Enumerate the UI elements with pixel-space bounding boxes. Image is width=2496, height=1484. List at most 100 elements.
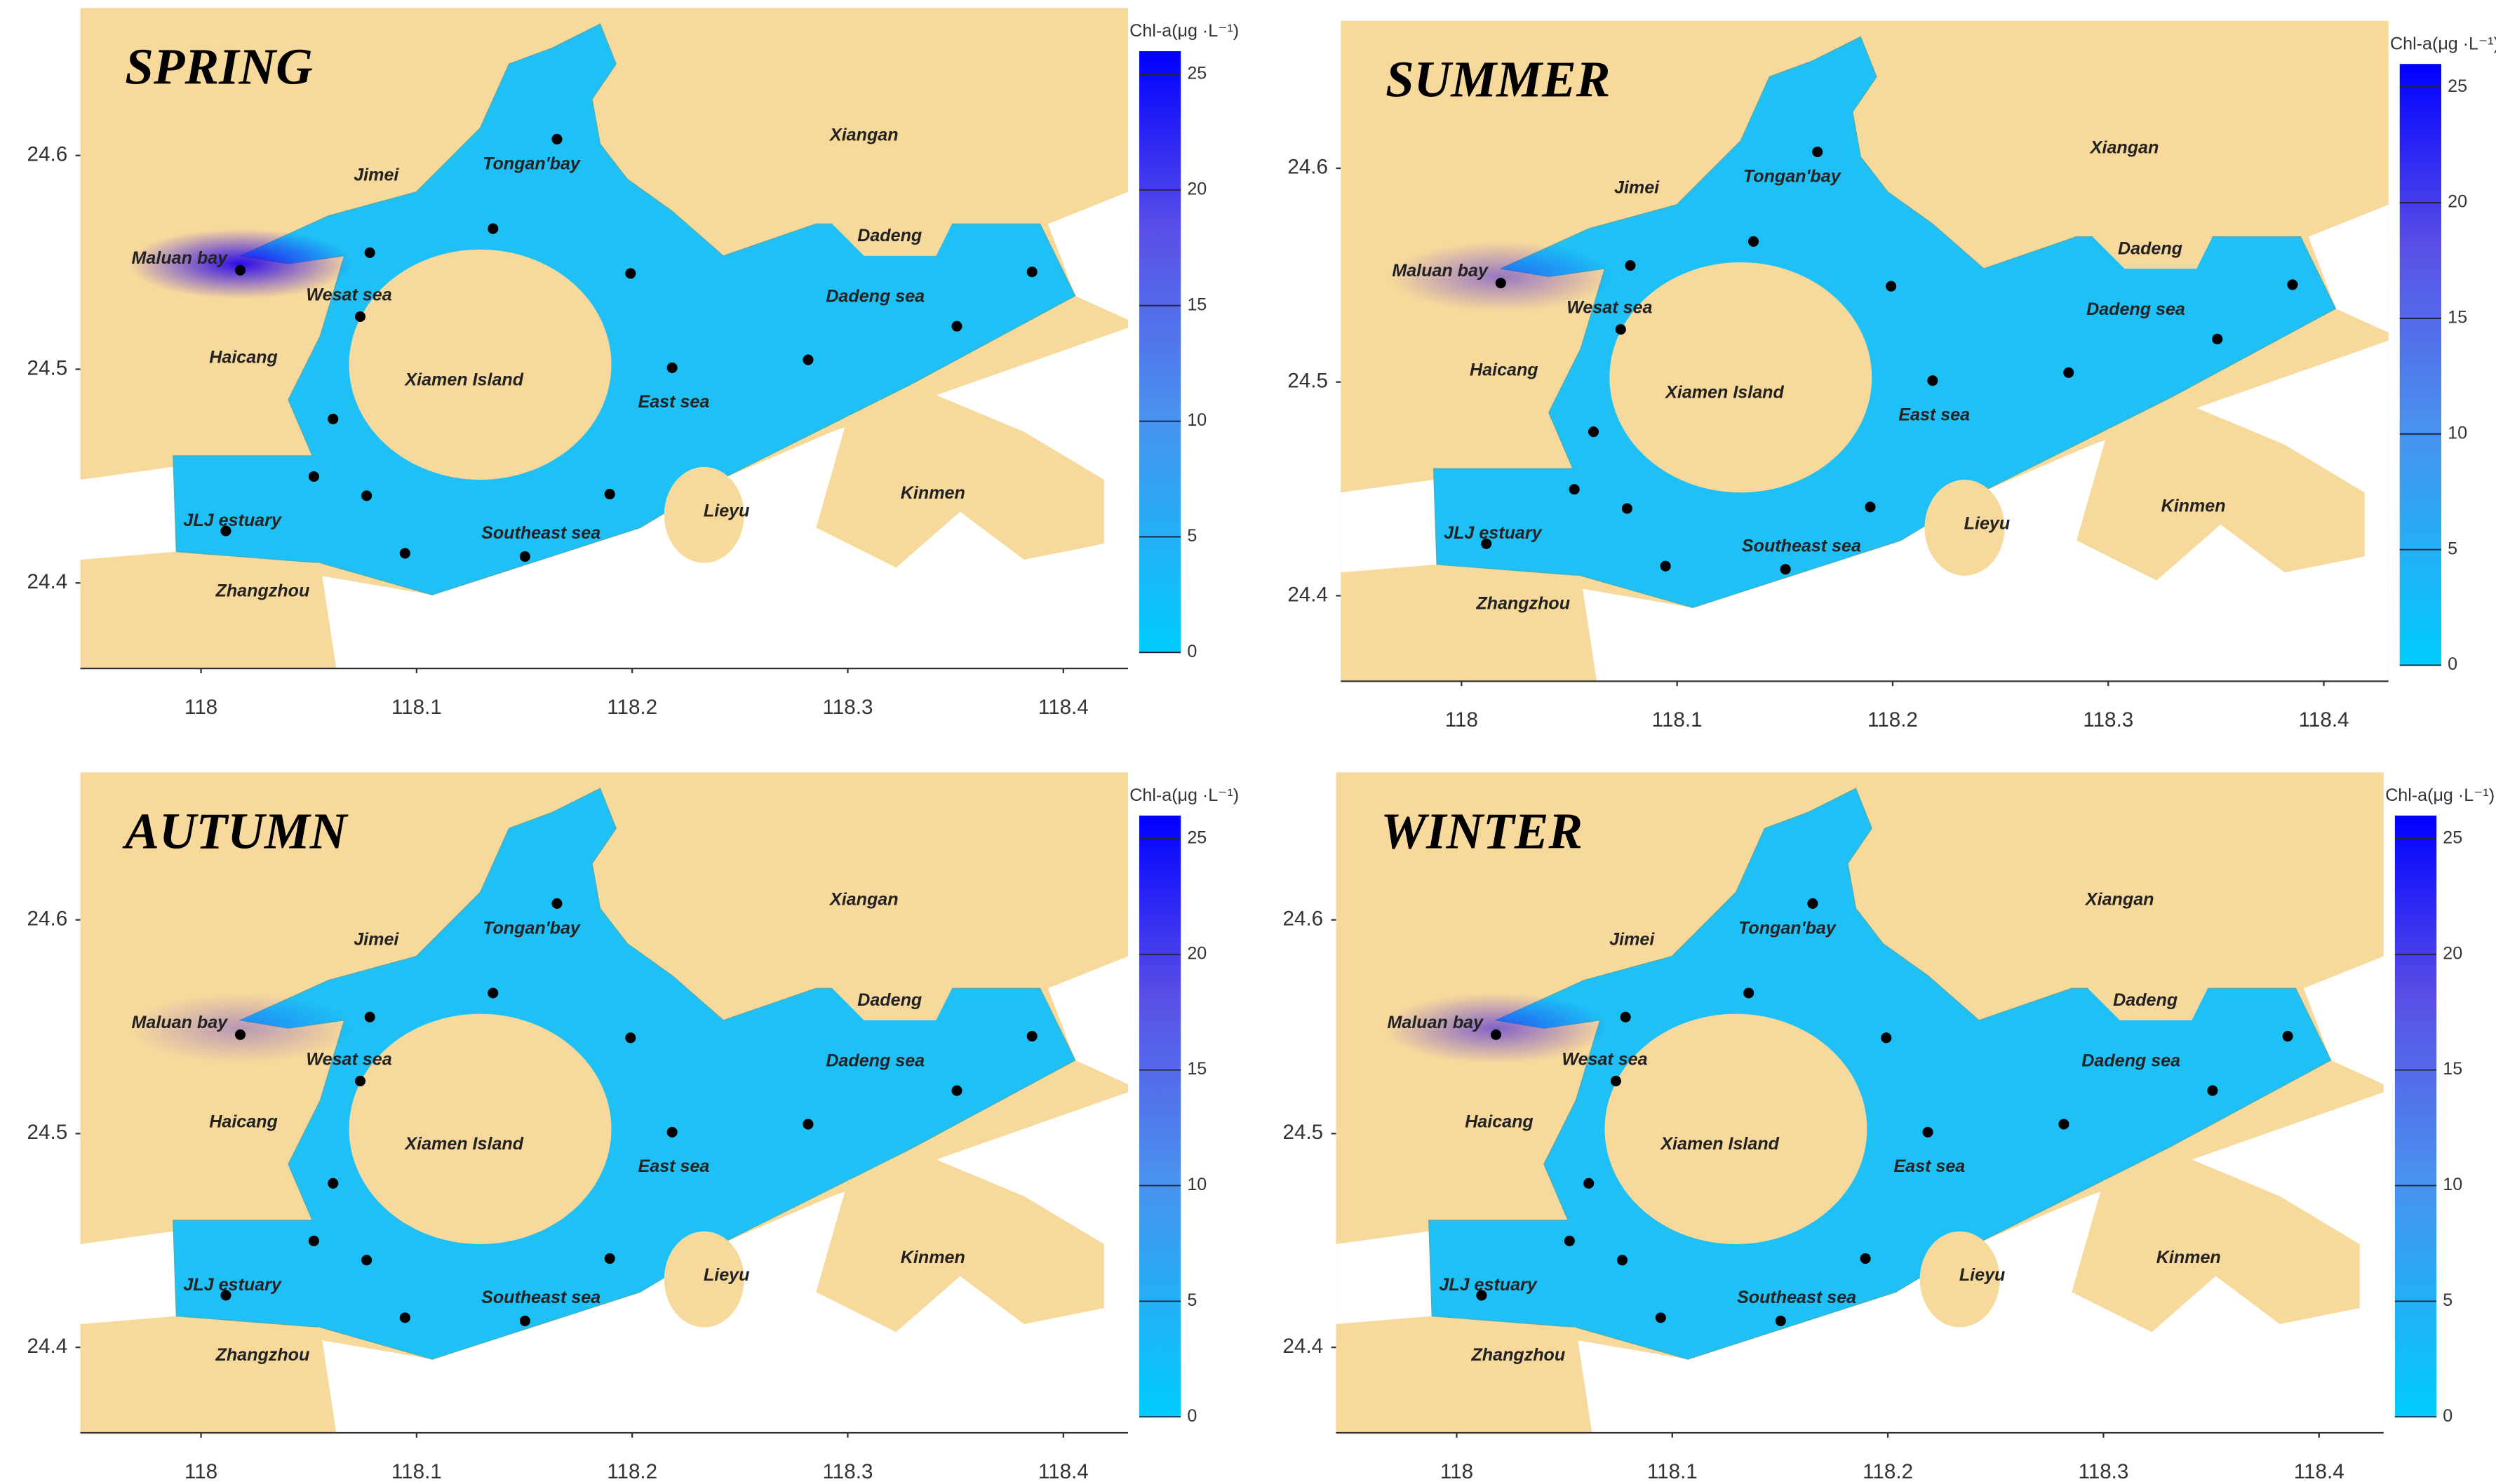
station: [1775, 1315, 1786, 1326]
place-label: Lieyu: [704, 1265, 750, 1285]
station: [1812, 147, 1823, 158]
x-tick-label: 118.3: [2078, 1460, 2128, 1483]
station: [399, 1312, 410, 1323]
station: [234, 264, 246, 276]
map-panel: Jimei Tongan'bay Xiangan Maluan bay Dadeng We…: [1282, 772, 2495, 1483]
station: [364, 1011, 375, 1023]
x-tick-label: 118.1: [1647, 1460, 1698, 1483]
x-tick-label: 118.1: [1652, 708, 1703, 731]
y-tick-label: 24.5: [1282, 1121, 1323, 1144]
y-tick-label: 24.6: [27, 907, 68, 930]
x-tick-label: 118: [184, 1460, 217, 1483]
place-label: JLJ estuary: [1444, 523, 1542, 543]
panel-title: AUTUMN: [122, 802, 348, 859]
place-label: East sea: [1893, 1156, 1965, 1176]
colorbar-tick-label: 0: [1187, 642, 1197, 661]
place-label: Southeast sea: [481, 1288, 600, 1307]
place-label: Zhangzhou: [1470, 1345, 1565, 1365]
colorbar-tick-label: 0: [2448, 654, 2457, 674]
station: [951, 1085, 962, 1096]
place-label: Xiangan: [2089, 138, 2159, 158]
station: [1620, 1011, 1631, 1023]
colorbar-tick-label: 20: [2443, 943, 2462, 963]
place-label: Maluan bay: [132, 1013, 229, 1032]
station: [1743, 987, 1754, 999]
station: [361, 1255, 373, 1266]
y-tick-label: 24.6: [27, 143, 68, 166]
station: [1660, 560, 1671, 572]
station: [519, 551, 530, 562]
place-label: Dadeng: [2118, 238, 2182, 258]
y-tick-label: 24.6: [1282, 907, 1323, 930]
station: [2287, 279, 2298, 290]
hotspot: [128, 229, 353, 299]
station: [1490, 1029, 1501, 1040]
station: [1625, 259, 1636, 271]
station: [1922, 1126, 1933, 1138]
place-label: Lieyu: [704, 501, 750, 520]
place-label: Maluan bay: [132, 248, 229, 268]
dadeng: [2092, 213, 2213, 269]
kinmen: [816, 1156, 1104, 1333]
station: [2063, 367, 2074, 378]
colorbar-tick-label: 25: [1187, 64, 1207, 83]
zhangzhou: [80, 1323, 337, 1434]
x-tick-label: 118.2: [1867, 708, 1918, 731]
xiamen-island: [349, 1013, 612, 1244]
colorbar-tick-label: 10: [1187, 1175, 1207, 1194]
place-label: Maluan bay: [1392, 261, 1489, 281]
place-label: Wesat sea: [1562, 1049, 1647, 1069]
station: [1610, 1075, 1621, 1086]
colorbar: [1139, 50, 1181, 653]
x-tick-label: 118.2: [1863, 1460, 1913, 1483]
place-label: Wesat sea: [306, 1049, 391, 1069]
x-tick-label: 118.3: [823, 1460, 873, 1483]
station: [328, 1178, 339, 1189]
colorbar-tick-label: 5: [2443, 1290, 2453, 1310]
y-tick-label: 24.4: [1287, 583, 1328, 606]
place-label: Tongan'bay: [483, 918, 581, 938]
kinmen: [2072, 1156, 2360, 1333]
place-label: Kinmen: [901, 1248, 965, 1267]
place-label: Xiangan: [2084, 889, 2154, 909]
zhangzhou: [1341, 572, 1597, 682]
colorbar-label: Chl-a(μg ·L⁻¹): [1129, 21, 1239, 41]
colorbar-tick-label: 5: [1187, 1290, 1197, 1310]
station: [2058, 1119, 2069, 1130]
station: [625, 268, 636, 279]
place-label: Tongan'bay: [483, 154, 581, 173]
place-label: Lieyu: [1964, 514, 2011, 534]
place-label: Dadeng: [2113, 990, 2178, 1010]
map-panel: Jimei Tongan'bay Xiangan Maluan bay Dadeng We…: [1287, 20, 2496, 731]
zhangzhou: [1336, 1323, 1592, 1434]
y-tick-label: 24.4: [27, 570, 68, 593]
station: [1780, 564, 1791, 575]
y-tick-label: 24.5: [27, 1121, 68, 1144]
station: [604, 489, 615, 500]
place-label: Kinmen: [901, 483, 965, 503]
colorbar-tick-label: 15: [2448, 308, 2467, 328]
x-tick-label: 118.2: [607, 1460, 657, 1483]
panel-title: SUMMER: [1385, 51, 1610, 108]
station: [364, 247, 375, 258]
place-label: Dadeng sea: [826, 287, 925, 306]
station: [1564, 1235, 1575, 1246]
station: [308, 471, 319, 483]
place-label: Haicang: [209, 347, 278, 367]
place-label: JLJ estuary: [183, 511, 281, 530]
xiamen-island: [349, 249, 612, 480]
colorbar-tick-label: 10: [1187, 410, 1207, 430]
station: [519, 1315, 530, 1326]
dadeng: [832, 200, 953, 256]
station: [1481, 538, 1492, 549]
colorbar-label: Chl-a(μg ·L⁻¹): [1129, 785, 1239, 805]
station: [328, 413, 339, 424]
colorbar-tick-label: 20: [1187, 943, 1207, 963]
colorbar-tick-label: 5: [1187, 526, 1197, 546]
colorbar-tick-label: 15: [1187, 295, 1207, 314]
lieyu: [1924, 480, 2005, 576]
station: [1860, 1253, 1871, 1264]
colorbar-tick-label: 10: [2443, 1175, 2462, 1194]
station: [2282, 1031, 2293, 1042]
station: [488, 987, 499, 999]
